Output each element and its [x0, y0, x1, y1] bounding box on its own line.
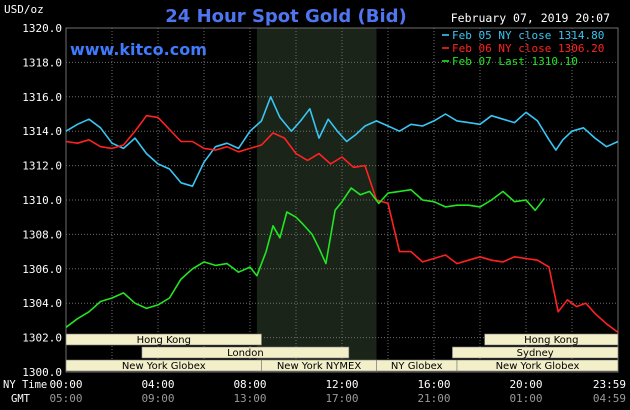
x-tick-label-ny: 00:00 [49, 378, 82, 391]
session-bar-fill [452, 346, 619, 359]
session-label: London [227, 348, 264, 359]
ny-time-label: NY Time [3, 379, 47, 391]
session-label: New York NYMEX [277, 361, 362, 372]
session-bar-fill [141, 346, 350, 359]
gmt-label: GMT [11, 393, 31, 405]
session-label: NY Globex [391, 361, 443, 372]
watermark: www.kitco.com [70, 40, 207, 59]
y-tick-label: 1306.0 [22, 263, 62, 276]
y-tick-label: 1300.0 [22, 366, 62, 379]
plot-frame [65, 27, 619, 373]
session-bar: Hong Kong [484, 333, 619, 346]
y-tick-label: 1310.0 [22, 194, 62, 207]
session-label: Hong Kong [137, 335, 191, 346]
y-tick-label: 1316.0 [22, 91, 62, 104]
legend-entry: Feb 05 NY close 1314.80 [452, 29, 604, 42]
series-line-3 [65, 187, 546, 328]
x-tick-label-ny: 12:00 [325, 378, 358, 391]
session-bar: New York Globex [456, 359, 619, 372]
session-bar-fill [65, 333, 262, 346]
y-tick-label: 1308.0 [22, 228, 62, 241]
x-tick-label-ny: 04:00 [141, 378, 174, 391]
session-bar: Sydney [452, 346, 619, 359]
series-line-2 [65, 114, 619, 334]
x-tick-label-gmt: 05:00 [49, 392, 82, 405]
session-bar-fill [456, 359, 619, 372]
session-bar: Hong Kong [65, 333, 262, 346]
legend-entry: Feb 07 Last 1310.10 [452, 55, 578, 68]
trading-hours-shading [256, 28, 377, 372]
session-label: New York Globex [496, 361, 580, 372]
y-tick-label: 1302.0 [22, 332, 62, 345]
legend-entry: Feb 06 NY close 1306.20 [452, 42, 604, 55]
session-bar-fill [484, 333, 619, 346]
chart-title: 24 Hour Spot Gold (Bid) [165, 6, 406, 27]
units-label: USD/oz [4, 3, 44, 16]
timestamp: February 07, 2019 20:07 [451, 11, 610, 25]
x-tick-label-ny: 20:00 [509, 378, 542, 391]
x-tick-label-gmt: 21:00 [417, 392, 450, 405]
session-label: Sydney [517, 348, 554, 359]
session-bar: New York NYMEX [261, 359, 377, 372]
series-line-1 [65, 96, 619, 187]
x-tick-label-gmt: 17:00 [325, 392, 358, 405]
y-tick-label: 1314.0 [22, 125, 62, 138]
x-tick-label-gmt: 13:00 [233, 392, 266, 405]
session-bar: New York Globex [65, 359, 262, 372]
x-tick-label-gmt: 09:00 [141, 392, 174, 405]
session-bar: NY Globex [376, 359, 458, 372]
x-tick-label-ny: 23:59 [593, 378, 626, 391]
y-tick-label: 1304.0 [22, 297, 62, 310]
x-tick-label-ny: 16:00 [417, 378, 450, 391]
y-tick-label: 1318.0 [22, 56, 62, 69]
session-label: New York Globex [122, 361, 206, 372]
x-tick-label-ny: 08:00 [233, 378, 266, 391]
session-label: Hong Kong [524, 335, 578, 346]
session-bar: London [141, 346, 350, 359]
x-tick-label-gmt: 04:59 [593, 392, 626, 405]
y-tick-label: 1320.0 [22, 22, 62, 35]
y-tick-label: 1312.0 [22, 160, 62, 173]
x-tick-label-gmt: 01:00 [509, 392, 542, 405]
